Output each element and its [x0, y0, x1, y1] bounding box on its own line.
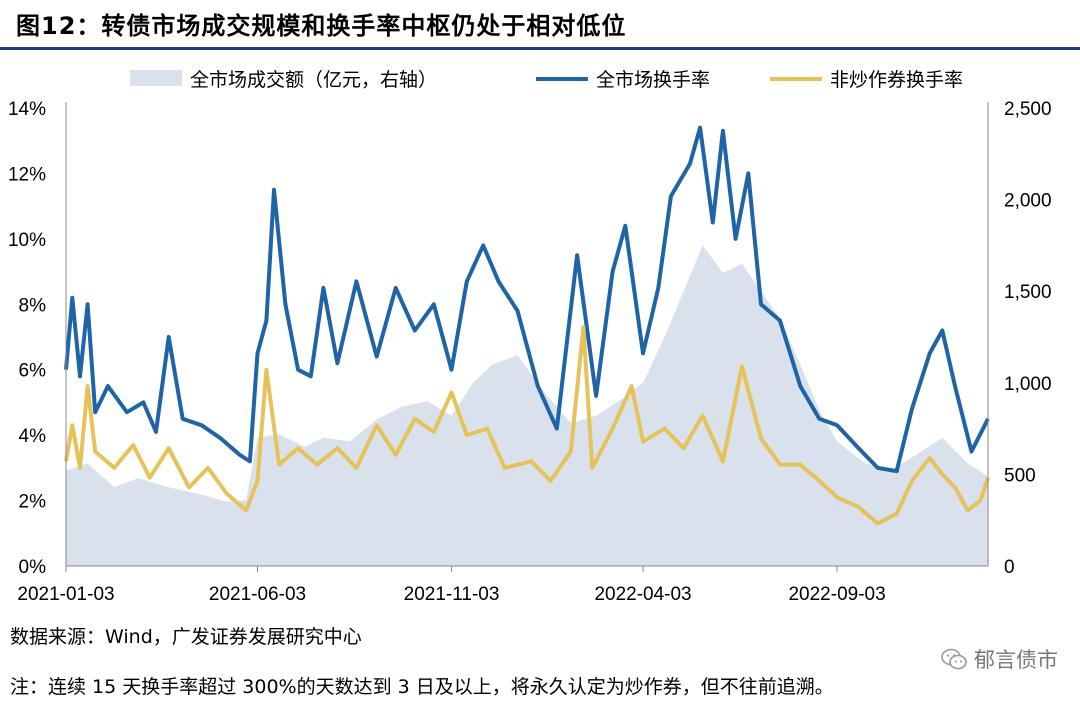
y-left-tick-label: 14%: [8, 99, 46, 120]
x-tick-label: 2021-01-03: [17, 584, 114, 605]
title-divider: [0, 47, 1080, 50]
series-line-nonspec-turnover: [64, 325, 990, 526]
y-right-tick-label: 500: [1004, 465, 1036, 486]
y-left-tick-label: 12%: [8, 164, 46, 185]
series-area-total-volume: [66, 245, 988, 566]
legend-item-total-volume-label: 全市场成交额（亿元，右轴）: [190, 69, 437, 91]
y-left-tick-label: 6%: [19, 361, 47, 382]
turnover-chart: 全市场成交额（亿元，右轴） 全市场换手率 非炒作券换手率 0% 2% 4% 6% 8% 10%…: [8, 69, 1052, 605]
y-right-tick-label: 0: [1004, 557, 1015, 578]
area-layer: [66, 245, 988, 566]
x-tick-label: 2021-06-03: [209, 584, 306, 605]
x-tick-label: 2021-11-03: [404, 584, 500, 605]
y-left-tick-label: 8%: [19, 295, 47, 316]
watermark-label: 郁言债市: [974, 648, 1058, 672]
x-tick-label: 2022-09-03: [788, 584, 885, 605]
y-right-tick-label: 2,000: [1004, 191, 1052, 212]
legend-item-total-volume-swatch: [130, 70, 182, 86]
legend-item-nonspec-turnover-label: 非炒作券换手率: [830, 69, 963, 91]
figure-title: 图12：转债市场成交规模和换手率中枢仍处于相对低位: [16, 12, 627, 40]
series-line-total-turnover: [64, 125, 990, 474]
x-tick-label: 2022-04-03: [594, 584, 691, 605]
y-left-tick-label: 0%: [19, 557, 47, 578]
wechat-icon: [941, 648, 967, 670]
legend-item-total-turnover-label: 全市场换手率: [596, 69, 710, 91]
y-right-tick-label: 2,500: [1004, 99, 1052, 120]
y-right-tick-label: 1,000: [1004, 374, 1052, 395]
y-left-tick-label: 10%: [8, 230, 46, 251]
y-right-tick-label: 1,500: [1004, 282, 1052, 303]
chart-legend: 全市场成交额（亿元，右轴） 全市场换手率 非炒作券换手率: [130, 69, 963, 91]
data-source: 数据来源：Wind，广发证券发展研究中心: [10, 626, 362, 648]
footnote: 注：连续 15 天换手率超过 300%的天数达到 3 日及以上，将永久认定为炒作…: [10, 676, 834, 698]
y-left-tick-label: 4%: [19, 426, 47, 447]
lines-layer: [64, 125, 990, 526]
y-left-tick-label: 2%: [19, 492, 47, 513]
axes: 0% 2% 4% 6% 8% 10% 12% 14% 0 500 1,000 1,500 2,000 2,…: [8, 99, 1052, 605]
watermark: 郁言债市: [940, 644, 1058, 674]
